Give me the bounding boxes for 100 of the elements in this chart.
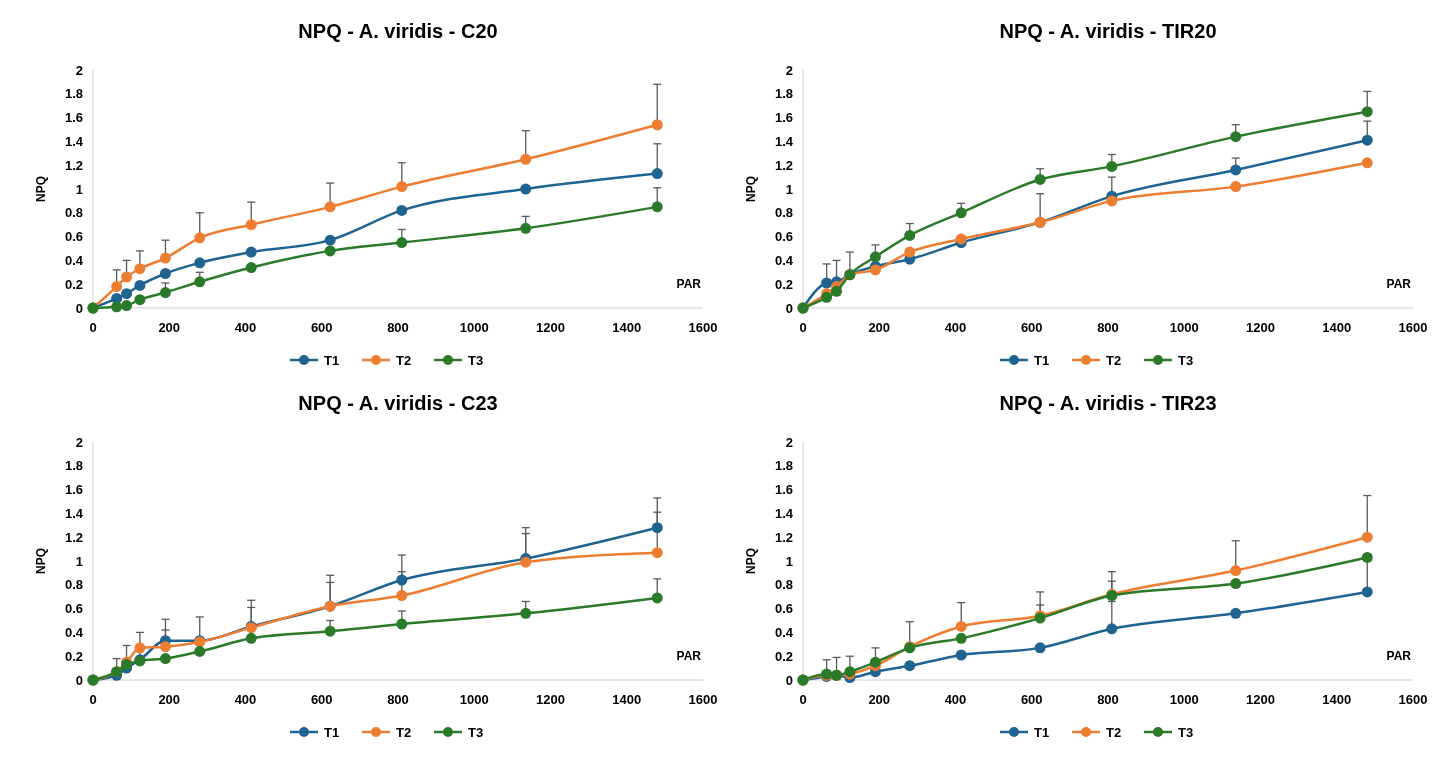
legend-label: T2 xyxy=(1106,724,1122,740)
x-tick-label: 400 xyxy=(944,692,967,707)
y-tick-label: 1.8 xyxy=(64,86,83,102)
y-axis-title: NPQ xyxy=(34,547,48,575)
legend-label: T3 xyxy=(1178,352,1194,368)
y-tick-label: 1.6 xyxy=(64,110,83,126)
x-tick-label: 800 xyxy=(387,320,409,335)
y-tick-label: 1 xyxy=(75,181,83,197)
x-tick-label: 1000 xyxy=(459,692,489,707)
legend-label: T1 xyxy=(324,724,340,740)
x-axis-title: PAR xyxy=(1386,649,1412,663)
x-tick-label: 1200 xyxy=(1246,320,1275,335)
x-tick-label: 1200 xyxy=(536,320,565,335)
y-tick-label: 0.2 xyxy=(64,648,83,664)
legend-label: T1 xyxy=(324,352,340,368)
y-tick-label: 1 xyxy=(785,181,793,197)
x-tick-label: 1600 xyxy=(688,320,718,335)
legend-label: T3 xyxy=(468,724,484,740)
x-tick-label: 1600 xyxy=(1398,320,1428,335)
x-tick-label: 800 xyxy=(1097,320,1119,335)
y-tick-label: 1.8 xyxy=(774,458,793,474)
y-tick-label: 1 xyxy=(75,553,83,569)
y-tick-label: 0.8 xyxy=(64,577,83,593)
y-tick-label: 1.2 xyxy=(64,157,83,173)
y-tick-label: 1.6 xyxy=(64,482,83,498)
x-tick-label: 0 xyxy=(89,320,97,335)
y-tick-label: 0.6 xyxy=(774,229,793,245)
y-axis-title: NPQ xyxy=(744,175,758,203)
y-tick-label: 0.6 xyxy=(774,601,793,617)
y-tick-label: 1.4 xyxy=(64,133,84,149)
x-tick-label: 800 xyxy=(1097,692,1119,707)
y-tick-label: 0.4 xyxy=(774,624,794,640)
y-tick-label: 0.8 xyxy=(64,205,83,221)
x-tick-label: 1000 xyxy=(1169,692,1199,707)
y-tick-label: 0.6 xyxy=(64,601,83,617)
y-tick-label: 2 xyxy=(75,434,83,450)
x-tick-label: 200 xyxy=(868,692,891,707)
x-tick-label: 800 xyxy=(387,692,409,707)
y-tick-label: 1.6 xyxy=(774,482,793,498)
y-tick-label: 1.4 xyxy=(774,133,794,149)
x-tick-label: 1400 xyxy=(612,320,642,335)
y-tick-label: 1.4 xyxy=(774,505,794,521)
y-tick-label: 0 xyxy=(785,672,793,688)
legend-label: T2 xyxy=(1106,352,1122,368)
x-tick-label: 0 xyxy=(799,320,807,335)
y-tick-label: 0.4 xyxy=(774,252,794,268)
x-tick-label: 1400 xyxy=(1322,692,1352,707)
y-tick-label: 1.4 xyxy=(64,505,84,521)
x-tick-label: 1600 xyxy=(1398,692,1428,707)
legend-label: T2 xyxy=(396,724,412,740)
x-axis-title: PAR xyxy=(676,649,702,663)
x-tick-label: 200 xyxy=(868,320,891,335)
x-tick-label: 1200 xyxy=(1246,692,1275,707)
y-tick-label: 0.4 xyxy=(64,252,84,268)
y-tick-label: 1.2 xyxy=(774,157,793,173)
legend-label: T3 xyxy=(468,352,484,368)
y-axis-title: NPQ xyxy=(34,175,48,203)
x-tick-label: 1000 xyxy=(459,320,489,335)
y-tick-label: 2 xyxy=(75,62,83,78)
legend-label: T3 xyxy=(1178,724,1194,740)
x-tick-label: 600 xyxy=(1020,692,1043,707)
x-tick-label: 1400 xyxy=(612,692,642,707)
x-tick-label: 600 xyxy=(310,320,333,335)
x-tick-label: 0 xyxy=(89,692,97,707)
chart-title: NPQ - A. viridis - C23 xyxy=(298,392,498,414)
y-tick-label: 0.8 xyxy=(774,577,793,593)
x-tick-label: 1400 xyxy=(1322,320,1352,335)
y-tick-label: 0.8 xyxy=(774,205,793,221)
x-tick-label: 200 xyxy=(158,692,181,707)
y-tick-label: 1.2 xyxy=(64,529,83,545)
y-tick-label: 0 xyxy=(75,300,83,316)
y-tick-label: 0.6 xyxy=(64,229,83,245)
y-tick-label: 0 xyxy=(785,300,793,316)
x-tick-label: 600 xyxy=(1020,320,1043,335)
y-tick-label: 2 xyxy=(785,62,793,78)
x-tick-label: 0 xyxy=(799,692,807,707)
legend-label: T2 xyxy=(396,352,412,368)
legend-label: T1 xyxy=(1034,352,1050,368)
y-tick-label: 1.8 xyxy=(64,458,83,474)
legend-label: T1 xyxy=(1034,724,1050,740)
y-axis-title: NPQ xyxy=(744,547,758,575)
x-tick-label: 200 xyxy=(158,320,181,335)
y-tick-label: 1 xyxy=(785,553,793,569)
x-tick-label: 1200 xyxy=(536,692,565,707)
y-tick-label: 0 xyxy=(75,672,83,688)
x-tick-label: 1000 xyxy=(1169,320,1199,335)
x-axis-title: PAR xyxy=(676,277,702,291)
chart-title: NPQ - A. viridis - TIR20 xyxy=(999,20,1217,42)
x-tick-label: 600 xyxy=(310,692,333,707)
y-tick-label: 0.4 xyxy=(64,624,84,640)
y-tick-label: 1.6 xyxy=(774,110,793,126)
x-tick-label: 400 xyxy=(944,320,967,335)
y-tick-label: 1.8 xyxy=(774,86,793,102)
chart-title: NPQ - A. viridis - C20 xyxy=(298,20,498,42)
x-tick-label: 1600 xyxy=(688,692,718,707)
y-tick-label: 0.2 xyxy=(64,276,83,292)
x-tick-label: 400 xyxy=(234,692,257,707)
y-tick-label: 0.2 xyxy=(774,276,793,292)
y-tick-label: 1.2 xyxy=(774,529,793,545)
x-axis-title: PAR xyxy=(1386,277,1412,291)
